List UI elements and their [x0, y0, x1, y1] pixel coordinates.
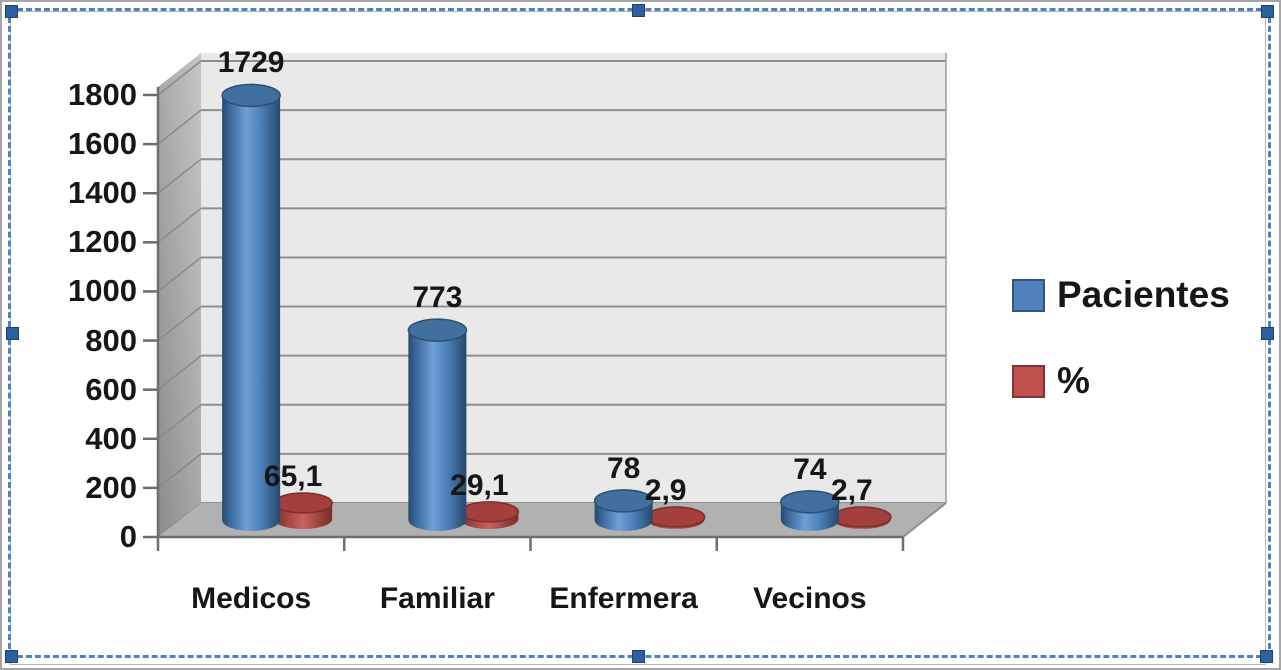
resize-handle-middle-left[interactable] [6, 327, 19, 340]
resize-handle-bottom-left[interactable] [5, 650, 18, 663]
resize-handle-top-middle[interactable] [632, 4, 645, 17]
resize-handle-top-right[interactable] [1261, 5, 1274, 18]
legend-item-pacientes[interactable]: Pacientes [1012, 274, 1230, 316]
legend-label-pacientes: Pacientes [1057, 274, 1230, 315]
chart-legend[interactable]: Pacientes % [1012, 274, 1230, 446]
legend-swatch-pacientes-icon [1012, 278, 1045, 312]
resize-handle-bottom-middle[interactable] [632, 650, 645, 663]
resize-handle-top-left[interactable] [5, 5, 18, 18]
legend-swatch-percent-icon [1012, 364, 1045, 398]
selection-border [8, 8, 1271, 658]
resize-handle-bottom-right[interactable] [1260, 650, 1273, 663]
resize-handle-middle-right[interactable] [1261, 327, 1274, 340]
legend-label-percent: % [1057, 360, 1090, 401]
legend-item-percent[interactable]: % [1012, 360, 1230, 402]
